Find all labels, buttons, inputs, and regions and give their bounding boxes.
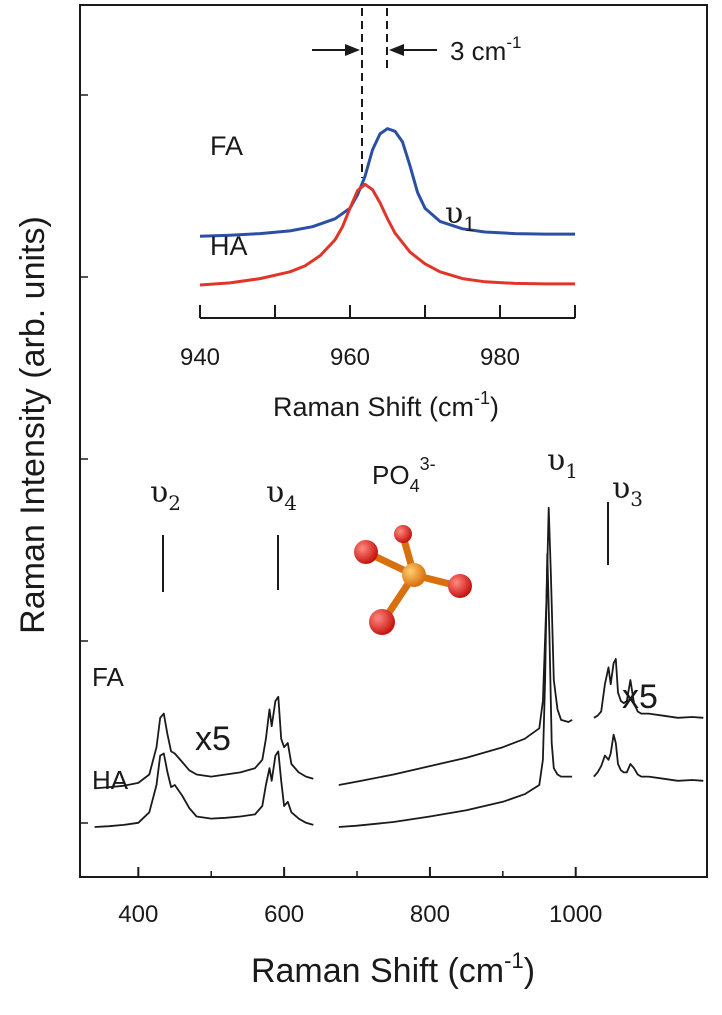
main-ha-series-line-0 — [94, 750, 314, 828]
main-x-tick-label-0: 400 — [118, 901, 158, 928]
main-x-axis-label: Raman Shift (cm-1) — [251, 948, 535, 990]
main-fa-series-line-1 — [338, 506, 573, 786]
v3-label: υ3 — [612, 471, 643, 511]
inset-x-tick-label-2: 980 — [480, 344, 520, 371]
main-ha-series-line-2 — [593, 733, 704, 782]
inset-v1-label: υ1 — [445, 196, 476, 236]
inset-ha-label: HA — [210, 231, 248, 261]
main-x-ticks: 400 600 800 1000 — [80, 94, 602, 928]
inset-x-tick-label-0: 940 — [180, 344, 220, 371]
x5-right-label: x5 — [622, 678, 658, 716]
phosphate-ion-label: PO43- — [372, 454, 436, 496]
main-fa-series-line-2 — [593, 658, 704, 719]
inset-fa-series-line — [199, 127, 575, 238]
v2-label: υ2 — [150, 475, 181, 515]
main-x-tick-label-1: 600 — [264, 901, 304, 928]
v4-label: υ4 — [266, 475, 297, 515]
v1-label: υ1 — [547, 443, 578, 483]
inset-x-axis: 940 960 980 — [180, 305, 576, 371]
x5-left-label: x5 — [195, 720, 231, 758]
phosphate-molecule-icon — [354, 525, 472, 635]
shift-arrows — [312, 44, 437, 56]
shift-label: 3 cm-1 — [450, 33, 521, 66]
main-x-tick-label-2: 800 — [410, 901, 450, 928]
inset-ha-series-line — [199, 182, 575, 287]
main-plot-frame — [79, 4, 708, 878]
inset-x-tick-label-1: 960 — [330, 344, 370, 371]
main-ha-label: HA — [92, 765, 129, 795]
inset-x-axis-label: Raman Shift (cm-1) — [273, 388, 499, 422]
main-fa-label: FA — [92, 662, 124, 692]
main-spectra — [94, 506, 704, 828]
main-fa-series-line-0 — [94, 695, 314, 790]
main-x-tick-label-3: 1000 — [549, 901, 602, 928]
inset-fa-label: FA — [210, 131, 243, 161]
main-y-axis-label: Raman Intensity (arb. units) — [14, 216, 52, 634]
inset-spectra — [199, 127, 575, 287]
main-ha-series-line-1 — [338, 553, 573, 828]
